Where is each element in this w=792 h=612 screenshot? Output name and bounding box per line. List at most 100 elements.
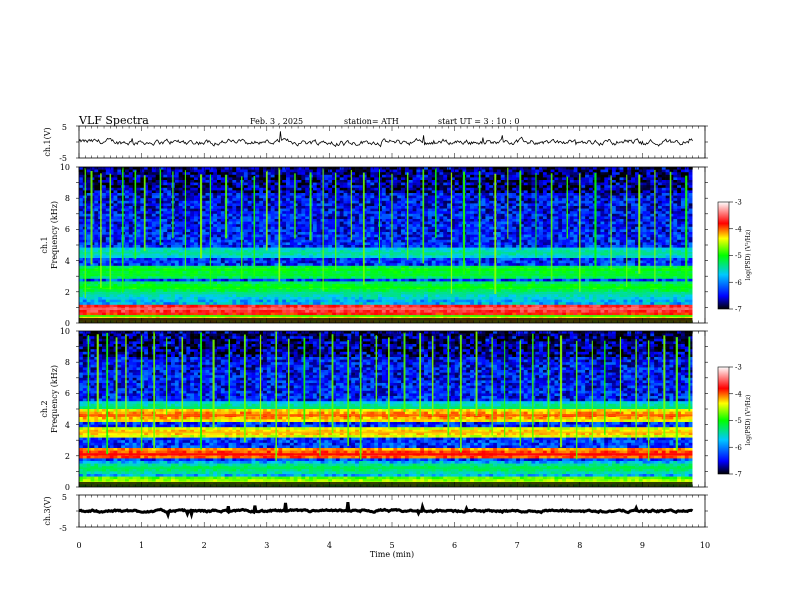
spectrogram-cell	[255, 310, 260, 313]
spectrogram-cell	[297, 198, 302, 202]
spectrogram-cell	[113, 172, 118, 176]
spectrogram-cell	[255, 260, 260, 264]
spectrogram-cell	[312, 185, 318, 189]
spectrogram-cell	[86, 193, 91, 196]
spectrogram-cell	[381, 187, 387, 191]
spectrogram-cell	[224, 172, 229, 176]
spectrogram-cell	[109, 206, 114, 209]
spectrogram-cell	[316, 195, 321, 199]
spectrogram-cell	[343, 245, 348, 248]
spectrogram-cell	[366, 229, 371, 233]
spectrogram-cell	[197, 226, 202, 230]
spectrogram-cell	[213, 190, 218, 194]
spectrogram-cell	[381, 185, 387, 189]
spectrogram-cell	[109, 213, 114, 217]
spectrogram-cell	[263, 250, 268, 254]
spectrogram-cell	[282, 276, 287, 280]
spectrogram-cell	[148, 182, 153, 186]
spectrogram-cell	[90, 250, 95, 254]
spectrogram-cell	[259, 229, 264, 233]
spectrogram-cell	[197, 278, 202, 282]
spectrogram-cell	[151, 180, 156, 183]
spectrogram-cell	[86, 252, 91, 256]
spectrogram-cell	[324, 203, 329, 207]
spectrogram-cell	[339, 304, 344, 308]
spectrogram-cell	[274, 265, 279, 269]
spectrogram-cell	[243, 286, 248, 290]
spectrogram-cell	[197, 206, 202, 209]
spectrogram-cell	[155, 258, 160, 261]
spectrogram-cell	[293, 224, 298, 228]
spectrogram-cell	[286, 260, 291, 264]
spectrogram-cell	[197, 185, 202, 189]
spectrogram-cell	[159, 226, 164, 230]
spectrogram-cell	[378, 200, 383, 204]
spectrogram-cell	[194, 234, 199, 238]
spectrogram-cell	[228, 169, 233, 173]
spectrogram-cell	[343, 232, 348, 235]
spectrogram-cell	[274, 193, 279, 196]
spectrogram-cell	[132, 263, 137, 267]
spectrogram-cell	[148, 289, 153, 293]
spectrogram-cell	[125, 289, 130, 293]
spectrogram-cell	[90, 221, 95, 225]
spectrogram-cell	[378, 276, 383, 280]
spectrogram-cell	[247, 167, 252, 170]
spectrogram-cell	[159, 167, 164, 170]
spectrogram-cell	[209, 299, 214, 303]
spectrogram-cell	[240, 302, 245, 306]
spectrogram-cell	[109, 289, 114, 293]
spectrogram-cell	[240, 289, 245, 293]
spectrogram-cell	[190, 242, 195, 246]
spectrogram-cell	[109, 260, 114, 264]
spectrogram-cell	[117, 190, 122, 194]
spectrogram-cell	[366, 226, 371, 230]
spectrogram-cell	[335, 167, 341, 170]
spectrogram-cell	[293, 190, 298, 194]
spectrogram-cell	[167, 265, 172, 269]
spectrogram-cell	[309, 276, 314, 280]
spectrogram-cell	[94, 224, 99, 228]
spectrogram-cell	[125, 193, 130, 196]
spectrogram-cell	[186, 310, 191, 313]
spectrogram-cell	[220, 299, 225, 303]
spectrogram-cell	[286, 206, 291, 209]
spectrogram-cell	[232, 250, 237, 254]
spectrogram-cell	[374, 286, 379, 290]
spectrogram-cell	[266, 185, 272, 189]
spectrogram-cell	[266, 198, 272, 202]
spectrogram-cell	[243, 229, 248, 233]
spectrogram-cell	[190, 219, 195, 222]
spectrogram-cell	[86, 167, 91, 170]
spectrogram-cell	[178, 281, 183, 285]
spectrogram-cell	[343, 174, 348, 178]
spectrogram-cell	[228, 299, 233, 303]
spectrogram-cell	[332, 239, 337, 243]
spectrogram-cell	[370, 299, 375, 303]
spectrogram-cell	[194, 177, 199, 181]
spectrogram-cell	[282, 219, 287, 222]
spectrogram-cell	[109, 167, 114, 170]
spectrogram-cell	[178, 297, 183, 300]
spectrogram-cell	[343, 242, 348, 246]
spectrogram-cell	[171, 245, 176, 248]
spectrogram-cell	[343, 278, 348, 282]
spectrogram-cell	[378, 294, 383, 298]
spectrogram-cell	[362, 232, 367, 235]
spectrogram-cell	[270, 208, 275, 212]
spectrogram-cell	[163, 229, 168, 233]
spectrogram-cell	[220, 213, 225, 217]
spectrogram-cell	[163, 312, 168, 316]
spectrogram-cell	[205, 276, 210, 280]
spectrogram-cell	[324, 219, 329, 222]
spectrogram-cell	[102, 216, 107, 220]
spectrogram-cell	[297, 174, 302, 178]
spectrogram-cell	[228, 286, 233, 290]
spectrogram-cell	[163, 289, 168, 293]
start-time-label: start UT = 3 : 10 : 0	[438, 117, 519, 126]
spectrogram-cell	[282, 198, 287, 202]
spectrogram-cell	[247, 286, 252, 290]
spectrogram-cell	[151, 294, 156, 298]
spectrogram-cell	[197, 195, 202, 199]
spectrogram-cell	[309, 284, 314, 287]
